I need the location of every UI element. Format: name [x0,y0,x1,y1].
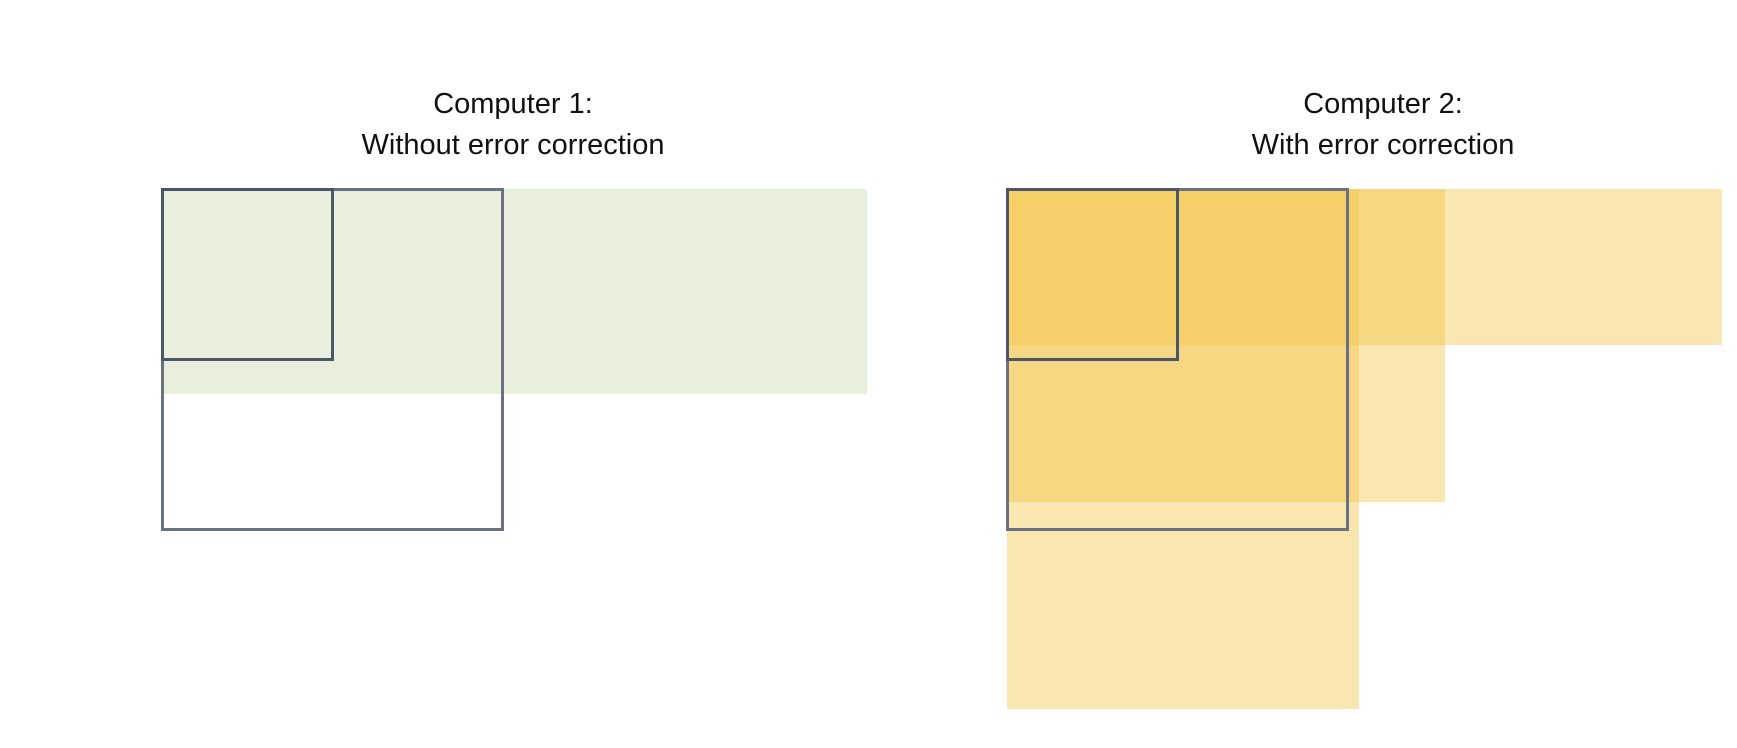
panel-2-title-line-1: Computer 2: [1303,88,1463,120]
panel-2-title: Computer 2: With error correction [1083,84,1683,166]
panel-2-title-line-2: With error correction [1251,129,1515,161]
panel-2-tall-region [1007,189,1359,709]
panel-1-title: Computer 1: Without error correction [213,84,813,166]
panel-1-small-square-outline [161,188,334,361]
panel-2-small-square-outline [1006,188,1179,361]
panel-2-medium-region [1007,189,1445,502]
panel-1-title-line-1: Computer 1: [433,88,593,120]
panel-2-wide-region [1007,189,1722,345]
panel-1-title-line-2: Without error correction [361,129,665,161]
